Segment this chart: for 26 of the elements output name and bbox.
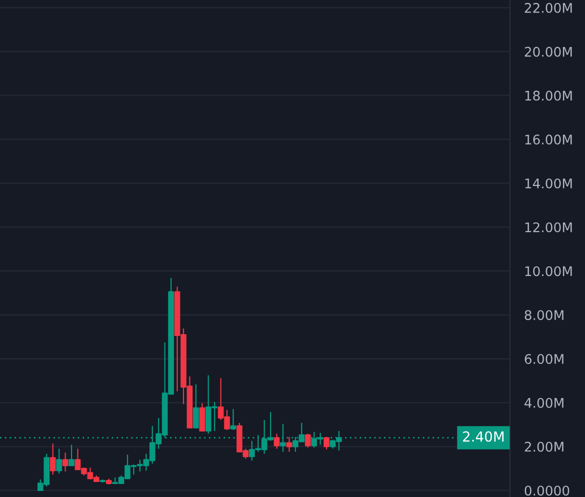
y-tick-label: 6.00M [524, 354, 564, 364]
candlestick [274, 433, 280, 450]
y-tick-label: 20.00M [524, 46, 572, 57]
candlestick [100, 478, 106, 484]
candlestick [304, 433, 311, 448]
candlestick [56, 448, 62, 474]
candlestick [324, 436, 330, 450]
candlestick [106, 478, 112, 486]
candlestick [62, 452, 68, 472]
candlestick [286, 436, 292, 452]
y-tick-label: 12.00M [525, 222, 572, 232]
y-tick-label: 4.00M [524, 398, 564, 408]
y-tick-label: 16.00M [525, 134, 572, 145]
y-tick-label: 14.00M [525, 178, 572, 188]
y-tick-label: 10.00M [525, 266, 572, 276]
candlestick [230, 408, 236, 430]
ref-line-label: 2.40M [463, 431, 504, 442]
y-tick-label: 18.00M [525, 90, 572, 101]
candlestick [199, 402, 206, 432]
y-tick-label: 0.0000 [524, 486, 570, 496]
candlestick [50, 443, 56, 476]
candlestick [192, 384, 199, 428]
candlestick [68, 444, 74, 466]
y-tick-label: 22.00M [524, 2, 572, 13]
y-tick-label: 2.00M [524, 442, 564, 452]
y-tick-label: 8.00M [524, 310, 564, 320]
